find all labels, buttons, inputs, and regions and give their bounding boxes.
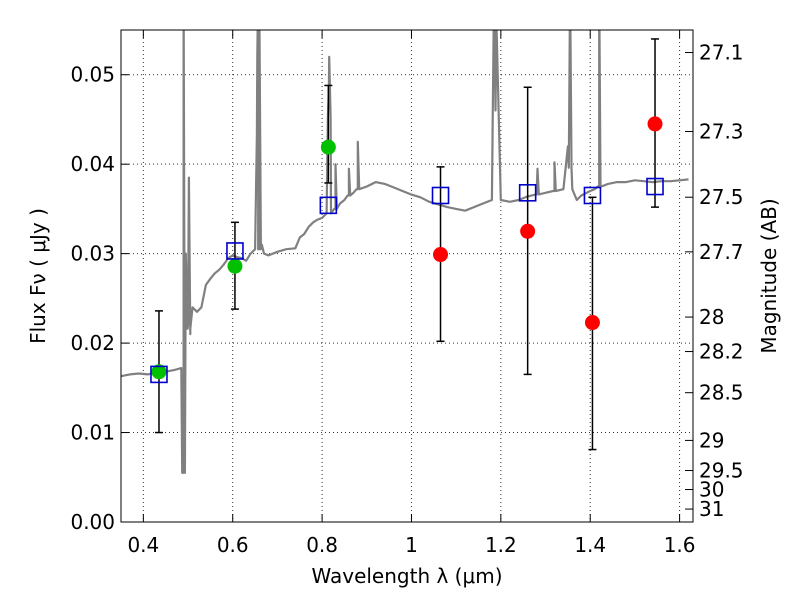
y-tick-label: 0.00 [70,510,115,534]
x-tick-label: 0.8 [306,533,338,557]
x-tick-label: 1.6 [664,533,696,557]
y-tick-label: 0.04 [70,152,115,176]
right-tick-label: 31 [699,497,724,521]
y-tick-label: 0.05 [70,63,115,87]
errorbars [154,38,660,451]
x-axis-label: Wavelength λ (μm) [311,564,502,588]
right-axis-label: Magnitude (AB) [757,198,781,353]
right-tick-label: 27.5 [699,185,744,209]
grid [121,30,693,523]
x-tick-label: 1 [405,533,418,557]
y-tick-label: 0.03 [70,242,115,266]
model-photometry-square [431,186,450,205]
right-tick-label: 29.5 [699,459,744,483]
model-photometry-square [226,242,244,260]
y-axis-ticks: 0.00 0.01 0.02 0.03 0.04 0.05 [70,63,129,534]
detection-point [227,258,243,274]
model-photometry-square [646,177,664,196]
upper-limit-point [647,116,663,132]
y-tick-label: 0.01 [70,421,115,445]
right-tick-label: 27.7 [699,240,744,264]
x-tick-label: 0.6 [217,533,249,557]
x-tick-label: 1.4 [574,533,606,557]
x-tick-label: 1.2 [485,533,517,557]
detection-point [320,139,336,155]
model-photometry-square [150,365,168,384]
right-tick-label: 29 [699,428,724,452]
right-tick-label: 28 [699,305,724,329]
model-photometry-square [583,186,602,205]
right-tick-label: 28.2 [699,340,744,364]
data-markers [150,116,664,384]
y-axis-label: Flux Fν ( μJy ) [26,208,50,344]
x-tick-label: 0.4 [127,533,159,557]
upper-limit-point [433,247,449,263]
upper-limit-point [584,315,600,331]
upper-limit-point [520,223,536,239]
plot-frame [120,29,694,523]
model-photometry-square [518,184,537,202]
model-photometry-square [319,196,338,215]
right-tick-label: 30 [699,478,724,502]
right-tick-label: 28.5 [699,381,744,405]
detection-point [151,364,167,380]
right-tick-label: 27.3 [699,120,744,144]
spectrum-line [121,30,689,474]
y-tick-label: 0.02 [70,331,115,355]
right-tick-label: 27.1 [699,41,744,65]
model-spectrum [121,30,689,474]
x-axis-ticks: 0.4 0.6 0.8 1 1.2 1.4 1.6 [127,30,696,557]
